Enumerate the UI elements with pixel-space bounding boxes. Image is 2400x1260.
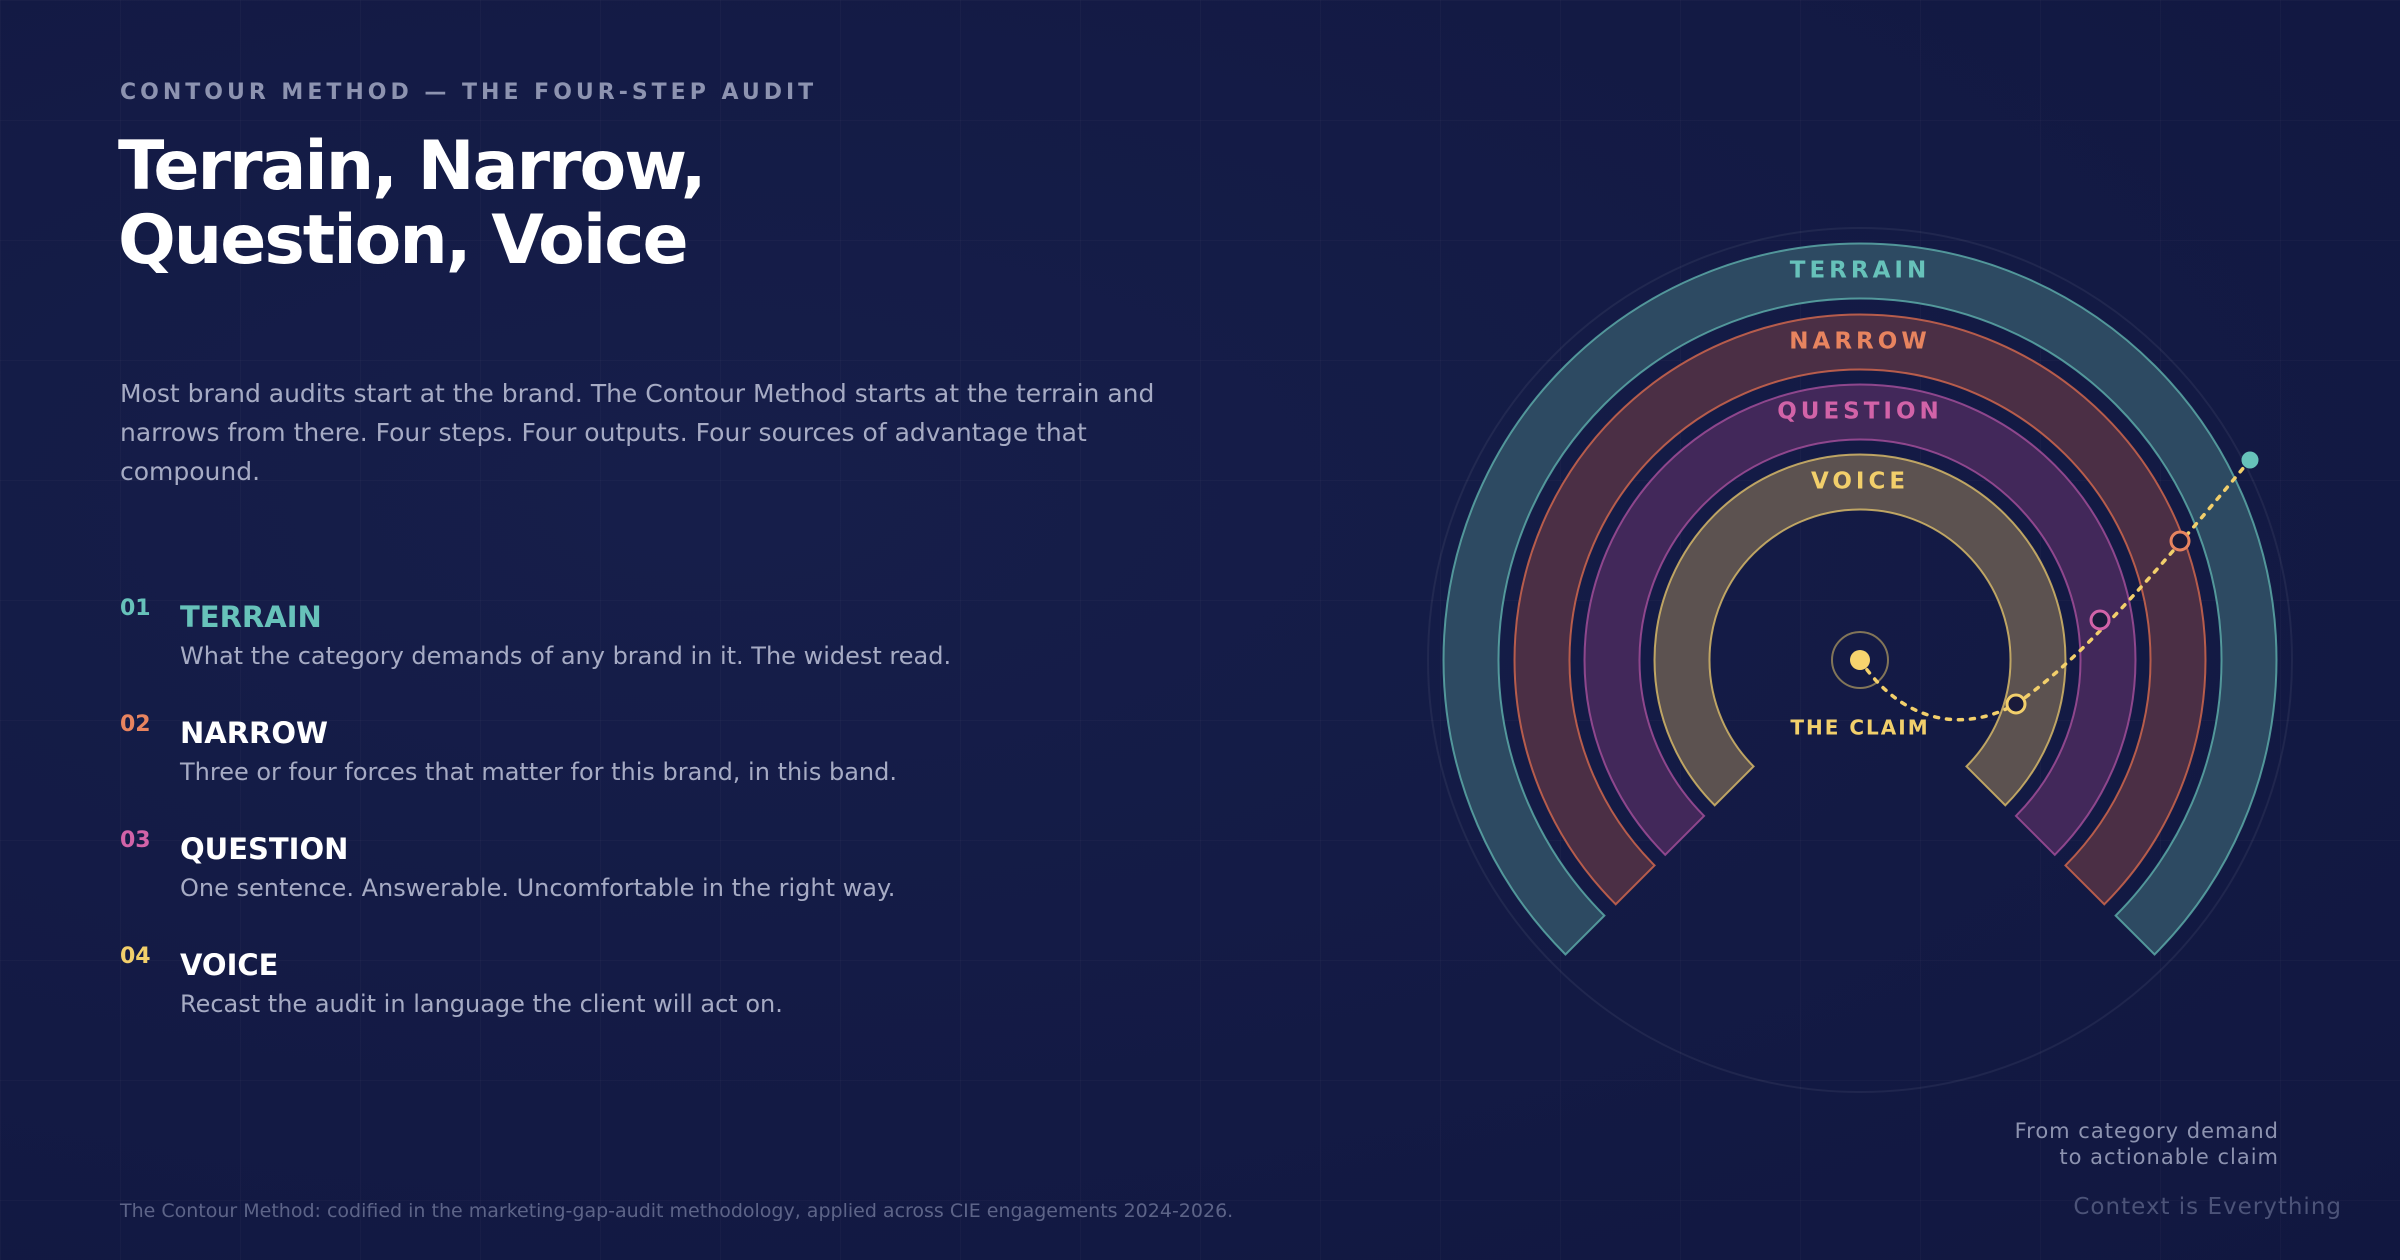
claim-ring xyxy=(1831,631,1889,689)
path-node xyxy=(2005,693,2027,715)
title-line: Question, Voice xyxy=(118,201,689,280)
step-name: QUESTION xyxy=(180,832,349,866)
ring-label: QUESTION xyxy=(1777,399,1943,425)
step-desc: Recast the audit in language the client … xyxy=(180,990,783,1018)
title-line: Terrain, Narrow, xyxy=(118,127,707,206)
eyebrow: CONTOUR METHOD — THE FOUR-STEP AUDIT xyxy=(120,80,818,105)
ring-band xyxy=(1513,313,2207,906)
outer-guide xyxy=(1427,227,2293,1093)
intro: Most brand audits start at the brand. Th… xyxy=(120,379,1155,486)
caption-line: From category demand xyxy=(2014,1119,2279,1143)
step-num: 01 xyxy=(120,596,151,621)
footer: The Contour Method: codified in the mark… xyxy=(120,1200,1234,1222)
center-label: THE CLAIM xyxy=(1790,716,1929,740)
claim-dot xyxy=(1850,650,1870,670)
ring-band xyxy=(1653,453,2067,807)
step-desc: One sentence. Answerable. Uncomfortable … xyxy=(180,874,896,902)
step-num: 04 xyxy=(120,944,151,969)
step-desc: What the category demands of any brand i… xyxy=(180,642,952,670)
step-name: NARROW xyxy=(180,716,329,750)
step-name: TERRAIN xyxy=(180,600,322,634)
ring-label: VOICE xyxy=(1811,469,1909,495)
claim-path xyxy=(1858,458,2252,722)
brand: Context is Everything xyxy=(2073,1194,2342,1220)
path-node xyxy=(2089,609,2111,631)
title: Terrain, Narrow, Question, Voice xyxy=(118,127,707,280)
ring-label: TERRAIN xyxy=(1790,258,1930,284)
step-desc: Three or four forces that matter for thi… xyxy=(180,758,897,786)
path-node xyxy=(2241,451,2259,469)
ring-band xyxy=(1442,242,2278,956)
path-node xyxy=(2169,530,2191,552)
step-num: 03 xyxy=(120,828,151,853)
ring-band xyxy=(1583,383,2137,857)
ring-label: NARROW xyxy=(1789,329,1930,355)
caption: From category demand to actionable claim xyxy=(2015,1118,2279,1170)
caption-line: to actionable claim xyxy=(2059,1145,2279,1169)
step-num: 02 xyxy=(120,712,151,737)
step-name: VOICE xyxy=(180,948,279,982)
